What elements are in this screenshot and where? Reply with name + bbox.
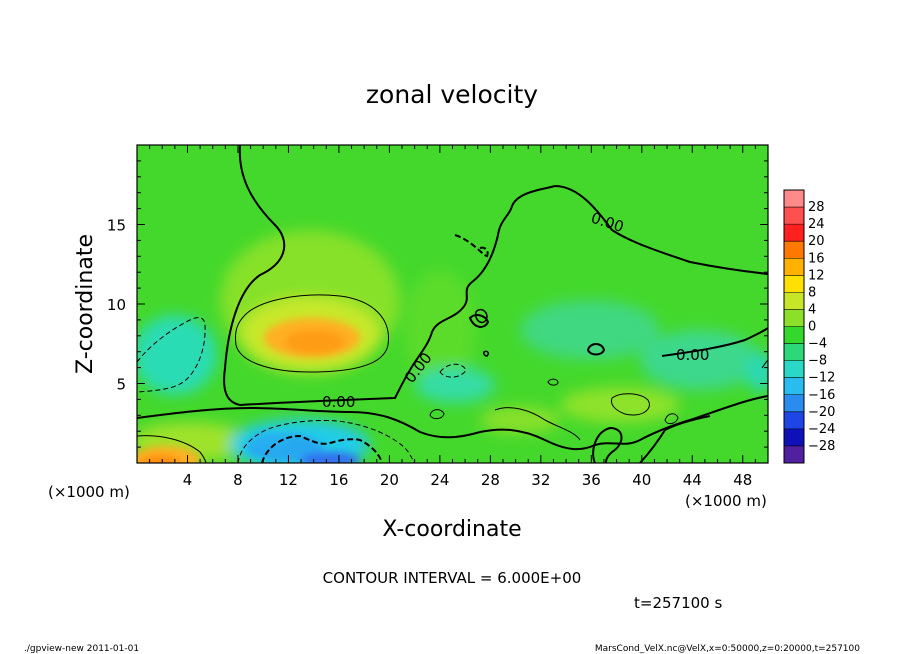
colorbar-swatch [784, 445, 804, 464]
x-tick-label: 48 [733, 471, 752, 489]
contour-label: 0.00 [676, 346, 709, 364]
colorbar-label: −8 [808, 354, 827, 369]
colorbar-swatch [784, 224, 804, 242]
colorbar-label: −24 [808, 422, 835, 437]
colorbar-label: −20 [808, 405, 835, 420]
x-tick-label: 36 [582, 471, 601, 489]
colorbar-swatch [784, 207, 804, 225]
colorbar-label: 28 [808, 200, 825, 215]
colorbar-label: 16 [808, 251, 825, 266]
chart-title: zonal velocity [366, 80, 538, 109]
x-unit-label: (×1000 m) [48, 483, 130, 501]
colorbar-swatch [784, 309, 804, 327]
x-tick-label: 4 [183, 471, 193, 489]
colorbar-label: 8 [808, 285, 816, 300]
colorbar-swatch [784, 275, 804, 293]
x-tick-label: 32 [531, 471, 550, 489]
footer-left: ./gpview-new 2011-01-01 [24, 644, 139, 654]
colorbar-label: −16 [808, 388, 835, 403]
colorbar-label: 20 [808, 234, 825, 249]
contour-label: 0.00 [322, 393, 355, 411]
colorbar-swatch [784, 428, 804, 447]
colorbar-swatch [784, 377, 804, 396]
x-tick-label: 8 [233, 471, 243, 489]
plot-area [137, 145, 768, 463]
contour-interval-text: CONTOUR INTERVAL = 6.000E+00 [323, 569, 582, 587]
colorbar: 28 24 20 16 12 8 4 0 −4 −8 −12 −16 −20 −24 −28 [783, 189, 835, 464]
y-tick-label: 15 [107, 217, 126, 235]
x-tick-label: 44 [683, 471, 702, 489]
colorbar-swatch [784, 326, 804, 345]
colorbar-swatch [784, 411, 804, 430]
time-text: t=257100 s [634, 594, 722, 612]
x-tick-label: 24 [430, 471, 449, 489]
colorbar-label: −28 [808, 439, 835, 454]
colorbar-swatch [784, 360, 804, 379]
colorbar-swatch [784, 292, 804, 310]
colorbar-label: 12 [808, 268, 825, 283]
x-tick-label: 16 [329, 471, 348, 489]
colorbar-label: −4 [808, 337, 827, 352]
y-axis-label: Z-coordinate [73, 234, 98, 374]
x-tick-label: 28 [481, 471, 500, 489]
x-tick-label: 20 [380, 471, 399, 489]
y-unit-label: (×1000 m) [685, 492, 767, 510]
colorbar-label: −12 [808, 371, 835, 386]
colorbar-swatch [784, 258, 804, 276]
colorbar-swatch [784, 394, 804, 413]
footer-right: MarsCond_VelX.nc@VelX,x=0:50000,z=0:2000… [595, 644, 860, 654]
y-tick-label: 5 [116, 376, 126, 394]
colorbar-swatch [784, 343, 804, 362]
colorbar-swatch [784, 241, 804, 259]
colorbar-swatch [784, 190, 804, 208]
colorbar-label: 4 [808, 302, 816, 317]
colorbar-label: 0 [808, 320, 816, 335]
x-tick-label: 40 [632, 471, 651, 489]
x-axis-label: X-coordinate [382, 517, 521, 542]
colorbar-label: 24 [808, 217, 825, 232]
x-tick-label: 12 [279, 471, 298, 489]
y-tick-label: 10 [107, 296, 126, 314]
